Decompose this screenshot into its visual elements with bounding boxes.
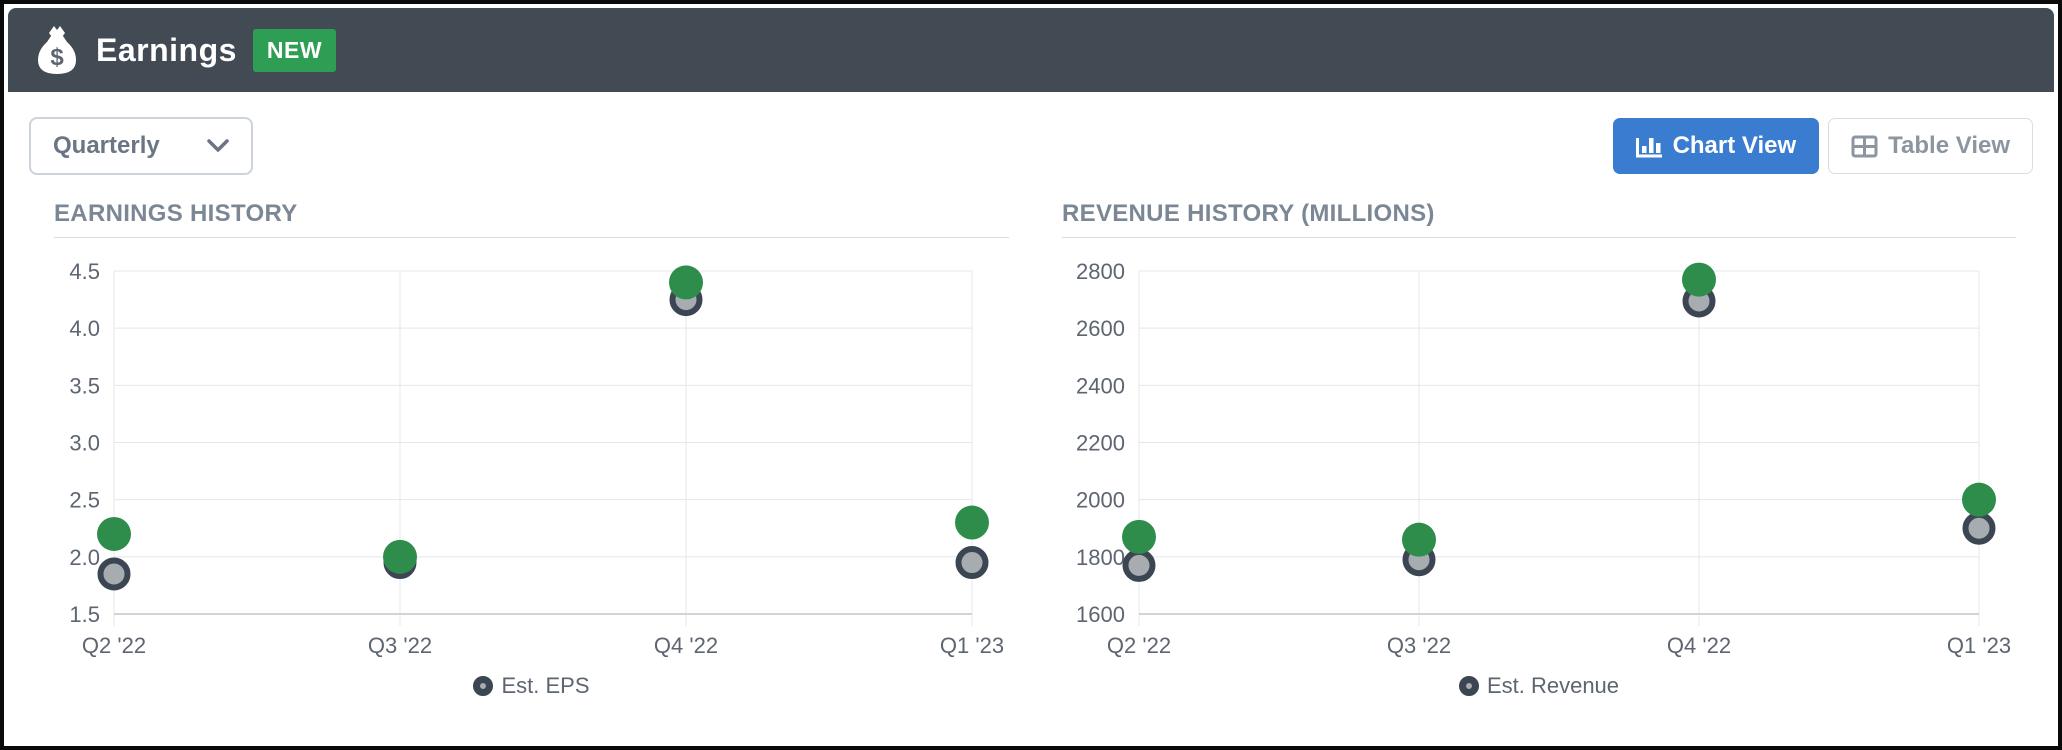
y-tick-label: 2000 [1076, 488, 1125, 513]
earnings-history-chart: 1.5 2.0 2.5 3.0 3.5 4.0 4.5 Q2 '22 Q3 '22 Q4 '22 Q… [69, 259, 1004, 658]
revenue-history-title: REVENUE HISTORY (MILLIONS) [1062, 200, 2016, 238]
y-tick-label: 3.0 [69, 431, 100, 456]
y-tick-label: 4.0 [69, 316, 100, 341]
y-tick-label: 3.5 [69, 373, 100, 398]
header: $ Earnings NEW [8, 8, 2054, 92]
x-axis-label: Q4 '22 [654, 633, 718, 658]
new-badge: NEW [252, 28, 337, 72]
chart-view-button[interactable]: Chart View [1612, 118, 1820, 174]
x-axis-label: Q1 '23 [1947, 633, 2011, 658]
actual-point[interactable] [1962, 482, 1996, 517]
period-select[interactable]: Quarterly [29, 117, 253, 175]
table-icon [1851, 135, 1878, 157]
y-tick-label: 2400 [1076, 373, 1125, 398]
actual-point[interactable] [955, 505, 989, 540]
y-tick-label: 2200 [1076, 431, 1125, 456]
estimate-legend-dot-icon [1458, 676, 1479, 696]
y-tick-label: 1.5 [69, 602, 100, 627]
revenue-history-chart: 1600 1800 2000 2200 2400 2600 2800 Q2 '22 Q3 '22… [1076, 259, 2011, 658]
actual-point[interactable] [383, 539, 417, 574]
y-tick-label: 2.0 [69, 545, 100, 570]
legend-est-eps[interactable]: Est. EPS [54, 666, 1009, 706]
estimate-point[interactable] [955, 546, 989, 580]
y-tick-label: 2800 [1076, 259, 1125, 284]
x-axis-label: Q1 '23 [940, 633, 1004, 658]
y-tick-label: 1800 [1076, 545, 1125, 570]
actual-point[interactable] [97, 516, 131, 551]
y-tick-label: 2.5 [69, 488, 100, 513]
table-view-button[interactable]: Table View [1828, 118, 2033, 174]
y-tick-label: 2600 [1076, 316, 1125, 341]
revenue-history-section: REVENUE HISTORY (MILLIONS) 1600 1800 2000 2… [1062, 200, 2016, 706]
actual-point[interactable] [1402, 522, 1436, 557]
actual-point[interactable] [1122, 519, 1156, 554]
page-title: Earnings [96, 31, 237, 68]
x-axis-label: Q2 '22 [82, 633, 146, 658]
legend-est-revenue[interactable]: Est. Revenue [1062, 666, 2016, 706]
estimate-point[interactable] [97, 557, 131, 591]
earnings-history-title: EARNINGS HISTORY [54, 200, 1009, 238]
estimate-legend-dot-icon [473, 676, 494, 696]
x-axis-label: Q3 '22 [368, 633, 432, 658]
legend-label: Est. EPS [501, 673, 590, 698]
estimate-point[interactable] [1962, 511, 1996, 545]
earnings-history-section: EARNINGS HISTORY 1.5 2.0 2.5 3.0 3.5 4.0 4.5 Q2… [54, 200, 1009, 706]
legend-label: Est. Revenue [1486, 673, 1620, 698]
view-toggle-group: Chart View Table View [1612, 118, 2033, 174]
x-axis-label: Q3 '22 [1387, 633, 1451, 658]
svg-text:$: $ [50, 44, 64, 71]
money-bag-icon: $ [38, 26, 76, 74]
bar-chart-icon [1635, 137, 1662, 157]
y-tick-label: 4.5 [69, 259, 100, 284]
estimate-point[interactable] [1122, 548, 1156, 582]
actual-point[interactable] [669, 265, 703, 300]
toolbar: Quarterly Chart View [29, 117, 2033, 175]
x-axis-label: Q2 '22 [1107, 633, 1171, 658]
x-axis-label: Q4 '22 [1667, 633, 1731, 658]
period-select-value: Quarterly [53, 132, 160, 159]
y-tick-label: 1600 [1076, 602, 1125, 627]
chevron-down-icon [207, 139, 229, 152]
actual-point[interactable] [1682, 262, 1716, 297]
